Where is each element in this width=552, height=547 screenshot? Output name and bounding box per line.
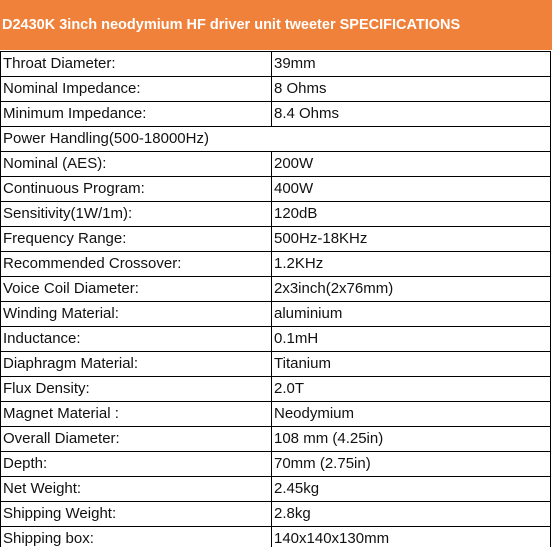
spec-row: Nominal (AES): 200W xyxy=(0,151,551,177)
spec-label: Inductance: xyxy=(0,326,272,352)
header-title: D2430K 3inch neodymium HF driver unit tw… xyxy=(0,0,552,50)
spec-label: Diaphragm Material: xyxy=(0,351,272,377)
spec-label: Sensitivity(1W/1m): xyxy=(0,201,272,227)
spec-value: 2.0T xyxy=(271,376,551,402)
spec-row: Voice Coil Diameter: 2x3inch(2x76mm) xyxy=(0,276,551,302)
spec-label: Depth: xyxy=(0,451,272,477)
spec-value: 0.1mH xyxy=(271,326,551,352)
spec-value: Titanium xyxy=(271,351,551,377)
spec-label: Throat Diameter: xyxy=(0,51,272,77)
spec-label: Nominal Impedance: xyxy=(0,76,272,102)
spec-label: Power Handling(500-18000Hz) xyxy=(0,126,551,152)
spec-row: Continuous Program: 400W xyxy=(0,176,551,202)
spec-label: Winding Material: xyxy=(0,301,272,327)
spec-value: 8 Ohms xyxy=(271,76,551,102)
spec-row: Shipping box: 140x140x130mm xyxy=(0,526,551,547)
spec-label: Net Weight: xyxy=(0,476,272,502)
spec-value: 1.2KHz xyxy=(271,251,551,277)
spec-value: 200W xyxy=(271,151,551,177)
spec-row: Sensitivity(1W/1m): 120dB xyxy=(0,201,551,227)
spec-label: Shipping box: xyxy=(0,526,272,547)
spec-row: Power Handling(500-18000Hz) xyxy=(0,126,551,152)
spec-label: Nominal (AES): xyxy=(0,151,272,177)
spec-value: 2x3inch(2x76mm) xyxy=(271,276,551,302)
spec-label: Shipping Weight: xyxy=(0,501,272,527)
spec-value: 70mm (2.75in) xyxy=(271,451,551,477)
spec-label: Recommended Crossover: xyxy=(0,251,272,277)
spec-row: Throat Diameter: 39mm xyxy=(0,51,551,77)
spec-value: aluminium xyxy=(271,301,551,327)
spec-row: Minimum Impedance: 8.4 Ohms xyxy=(0,101,551,127)
spec-row: Magnet Material : Neodymium xyxy=(0,401,551,427)
spec-value: 108 mm (4.25in) xyxy=(271,426,551,452)
spec-row: Inductance: 0.1mH xyxy=(0,326,551,352)
spec-value: 500Hz-18KHz xyxy=(271,226,551,252)
spec-label: Frequency Range: xyxy=(0,226,272,252)
spec-value: 120dB xyxy=(271,201,551,227)
spec-row: Overall Diameter: 108 mm (4.25in) xyxy=(0,426,551,452)
spec-value: 400W xyxy=(271,176,551,202)
spec-value: 8.4 Ohms xyxy=(271,101,551,127)
spec-row: Nominal Impedance: 8 Ohms xyxy=(0,76,551,102)
spec-value: 2.8kg xyxy=(271,501,551,527)
spec-label: Continuous Program: xyxy=(0,176,272,202)
spec-row: Shipping Weight: 2.8kg xyxy=(0,501,551,527)
spec-row: Diaphragm Material: Titanium xyxy=(0,351,551,377)
spec-row: Frequency Range: 500Hz-18KHz xyxy=(0,226,551,252)
spec-value: 2.45kg xyxy=(271,476,551,502)
spec-value: 39mm xyxy=(271,51,551,77)
spec-label: Magnet Material : xyxy=(0,401,272,427)
spec-label: Flux Density: xyxy=(0,376,272,402)
spec-value: 140x140x130mm xyxy=(271,526,551,547)
spec-row: Net Weight: 2.45kg xyxy=(0,476,551,502)
spec-label: Minimum Impedance: xyxy=(0,101,272,127)
spec-row: Recommended Crossover: 1.2KHz xyxy=(0,251,551,277)
spec-value: Neodymium xyxy=(271,401,551,427)
spec-row: Depth: 70mm (2.75in) xyxy=(0,451,551,477)
spec-table: Throat Diameter: 39mm Nominal Impedance: 8 … xyxy=(0,51,551,547)
spec-row: Winding Material: aluminium xyxy=(0,301,551,327)
spec-label: Voice Coil Diameter: xyxy=(0,276,272,302)
spec-label: Overall Diameter: xyxy=(0,426,272,452)
spec-row: Flux Density: 2.0T xyxy=(0,376,551,402)
